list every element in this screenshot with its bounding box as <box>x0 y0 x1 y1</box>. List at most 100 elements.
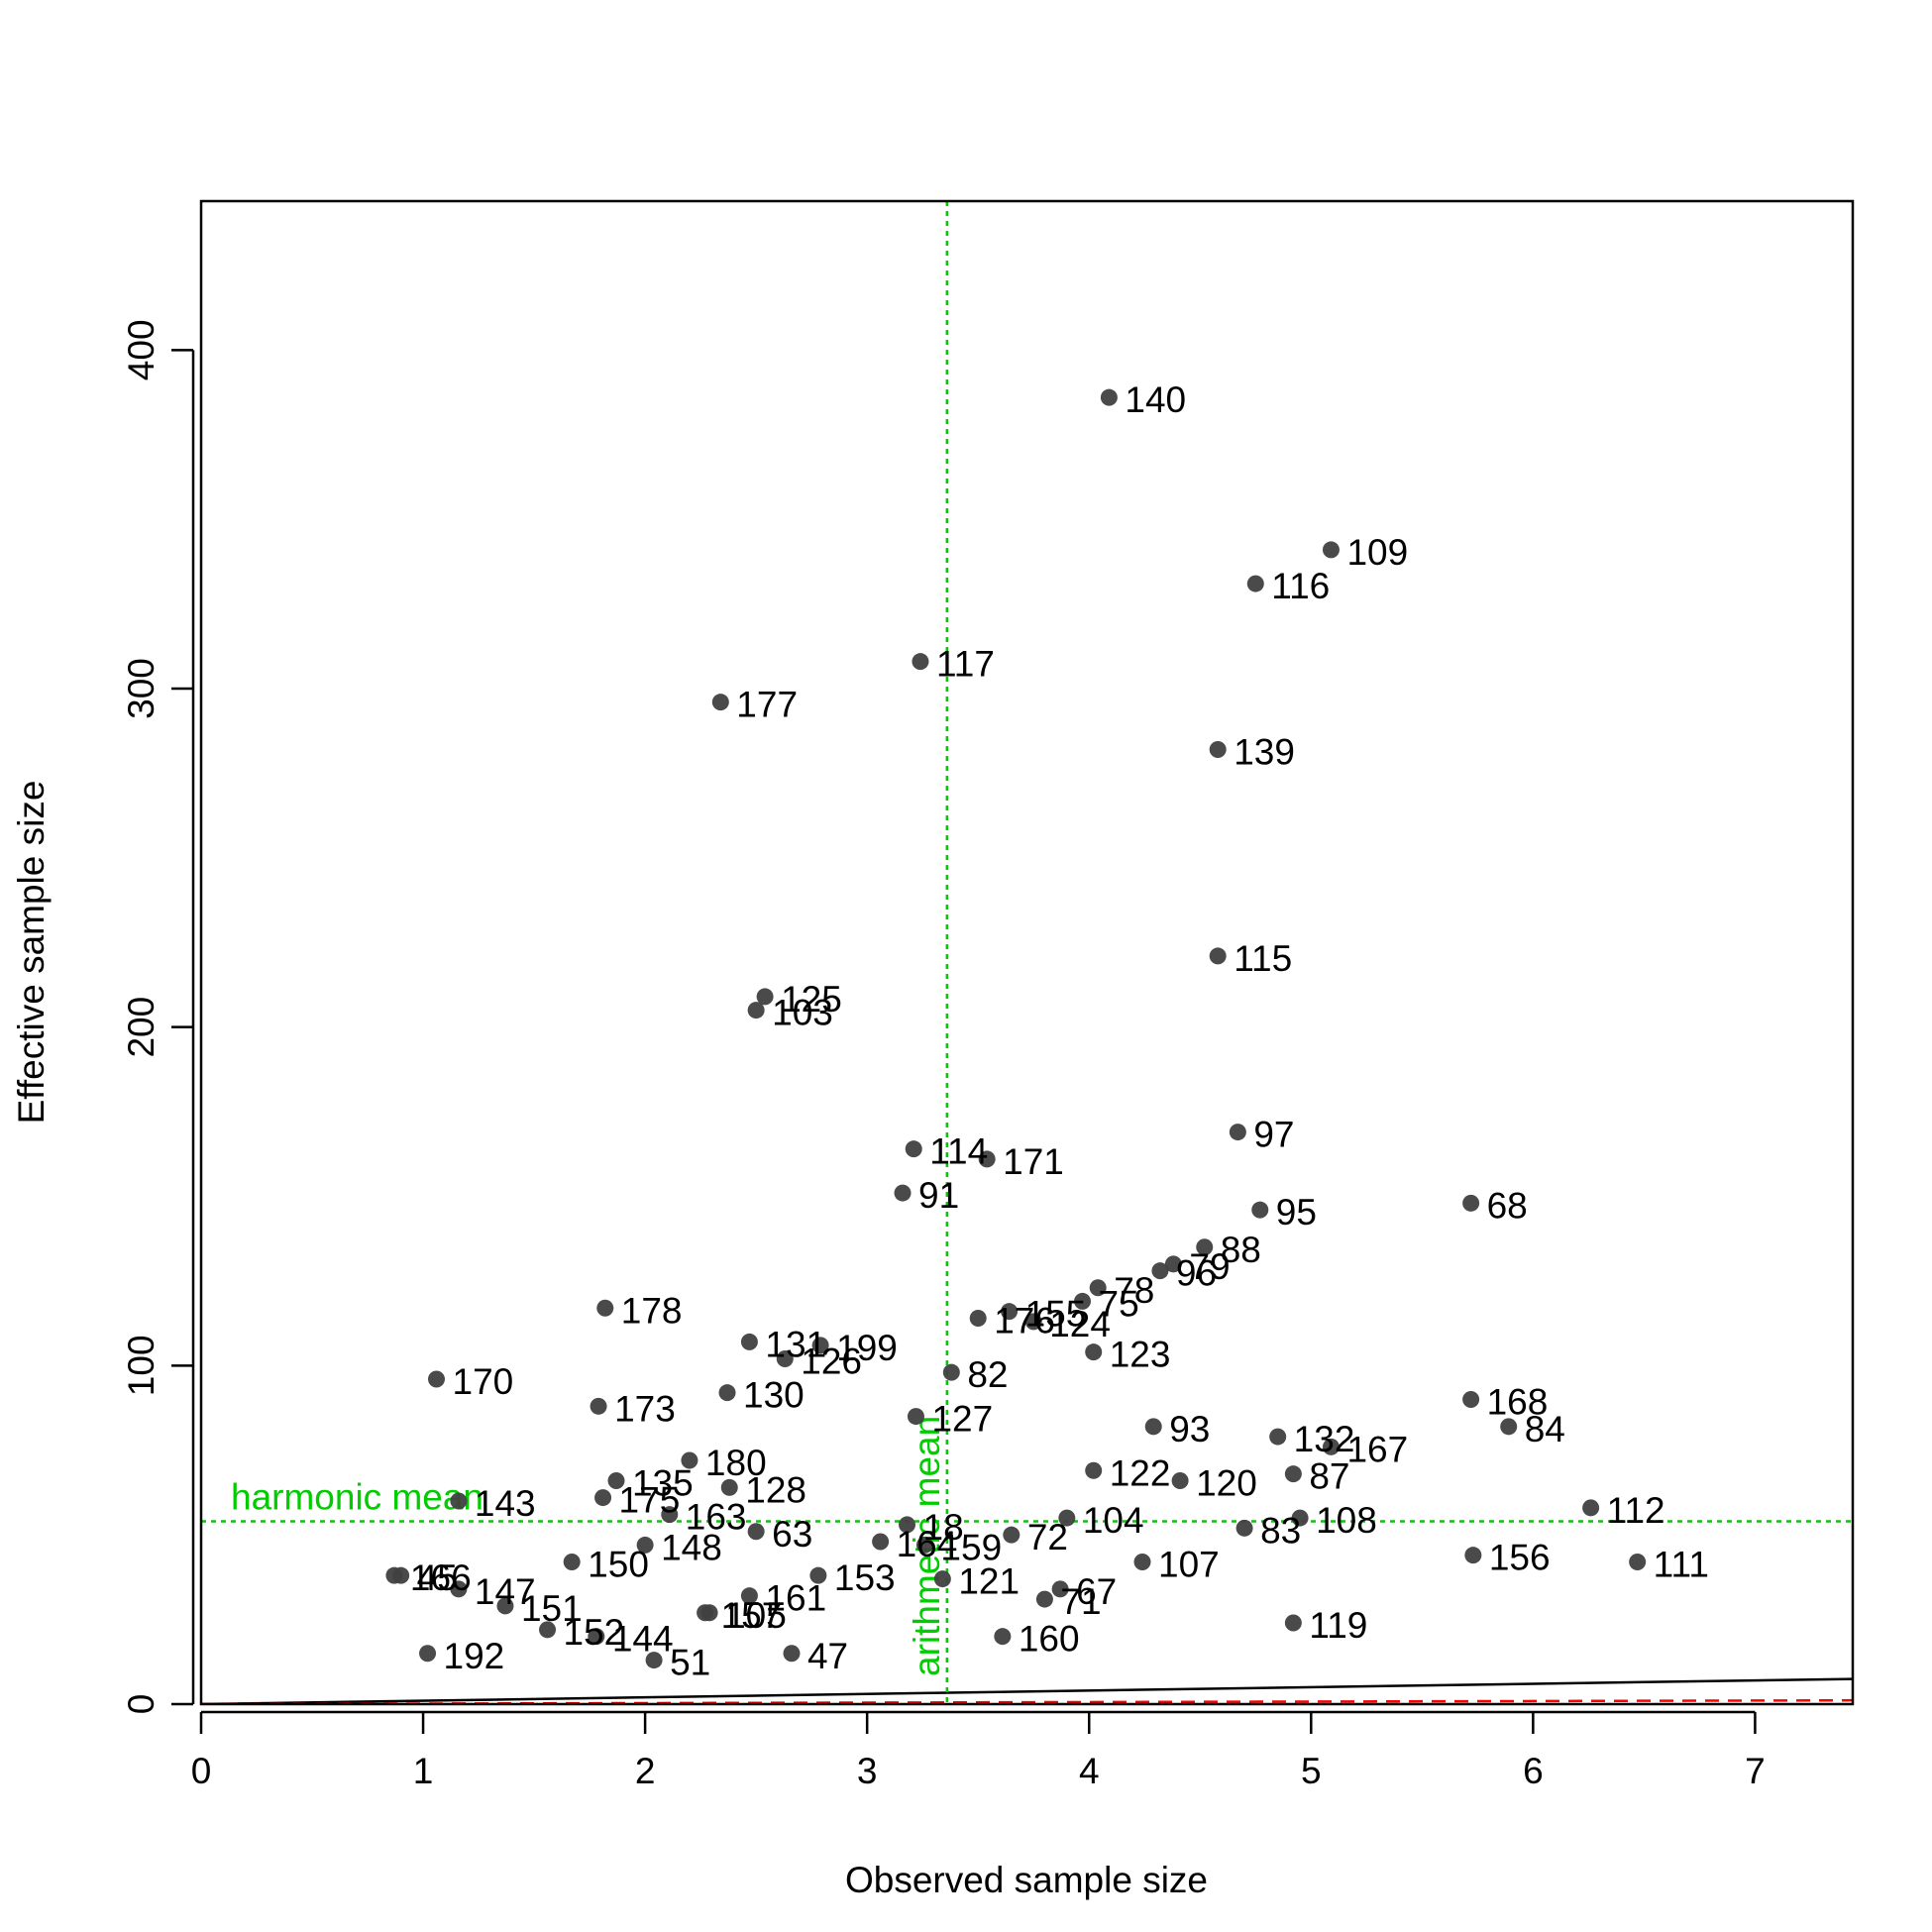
point-label-131: 131 <box>765 1324 826 1364</box>
data-point-125 <box>756 988 774 1006</box>
point-label-151: 151 <box>521 1588 583 1629</box>
data-point-45 <box>392 1566 410 1584</box>
data-point-115 <box>1209 947 1227 965</box>
point-label-103: 103 <box>772 993 833 1033</box>
data-point-122 <box>1085 1461 1103 1479</box>
trend-lines <box>201 1677 1853 1704</box>
point-label-121: 121 <box>958 1561 1020 1602</box>
data-point-128 <box>720 1478 738 1496</box>
point-label-18: 18 <box>923 1507 964 1548</box>
y-tick-label-200: 200 <box>121 997 161 1058</box>
data-point-161 <box>740 1587 758 1605</box>
point-label-130: 130 <box>743 1375 805 1416</box>
point-label-161: 161 <box>765 1578 826 1619</box>
data-point-78 <box>1089 1279 1107 1297</box>
point-label-125: 125 <box>781 979 842 1020</box>
data-point-132 <box>1269 1428 1287 1446</box>
point-label-104: 104 <box>1083 1500 1144 1541</box>
point-label-153: 153 <box>834 1557 896 1598</box>
data-point-63 <box>747 1523 765 1541</box>
x-tick-label-5: 5 <box>1301 1751 1322 1791</box>
point-label-171: 171 <box>1003 1141 1064 1182</box>
data-point-151 <box>496 1597 514 1615</box>
point-label-63: 63 <box>772 1514 812 1555</box>
point-label-152: 152 <box>564 1612 625 1653</box>
data-point-170 <box>428 1370 446 1388</box>
point-label-164: 164 <box>897 1524 958 1564</box>
point-label-88: 88 <box>1221 1230 1261 1270</box>
data-point-116 <box>1246 575 1264 592</box>
data-point-111 <box>1629 1554 1647 1570</box>
x-tick-label-2: 2 <box>635 1751 656 1791</box>
point-label-116: 116 <box>1271 566 1330 606</box>
point-label-93: 93 <box>1169 1409 1210 1449</box>
point-label-95: 95 <box>1276 1192 1317 1233</box>
point-label-176: 176 <box>994 1301 1055 1342</box>
point-label-117: 117 <box>936 644 995 685</box>
point-label-173: 173 <box>614 1388 676 1429</box>
data-point-124 <box>1024 1313 1042 1331</box>
point-label-71: 71 <box>1060 1581 1101 1622</box>
point-label-168: 168 <box>1487 1382 1549 1423</box>
data-point-108 <box>1291 1509 1309 1527</box>
data-point-156 <box>1464 1547 1482 1564</box>
data-point-159 <box>915 1536 933 1554</box>
point-label-163: 163 <box>686 1497 747 1538</box>
point-label-128: 128 <box>745 1469 806 1510</box>
point-label-135: 135 <box>632 1463 694 1504</box>
point-label-127: 127 <box>931 1399 993 1440</box>
data-point-123 <box>1085 1343 1103 1361</box>
point-label-87: 87 <box>1309 1456 1349 1497</box>
reference-label-horizontal: harmonic mean <box>231 1477 483 1518</box>
point-label-68: 68 <box>1487 1185 1528 1226</box>
data-point-47 <box>783 1645 801 1663</box>
point-label-122: 122 <box>1110 1452 1171 1493</box>
data-point-126 <box>776 1350 794 1367</box>
point-label-157: 157 <box>721 1595 783 1636</box>
data-point-18 <box>899 1516 916 1534</box>
data-point-71 <box>1035 1590 1053 1608</box>
point-label-84: 84 <box>1525 1409 1565 1449</box>
point-label-156: 156 <box>1489 1538 1551 1578</box>
data-point-72 <box>1003 1526 1020 1544</box>
point-label-97: 97 <box>1253 1115 1294 1155</box>
data-point-160 <box>994 1628 1012 1646</box>
x-tick-label-1: 1 <box>413 1751 434 1791</box>
data-point-143 <box>450 1492 468 1510</box>
data-point-163 <box>661 1506 679 1524</box>
point-label-78: 78 <box>1114 1270 1154 1311</box>
point-label-109: 109 <box>1346 532 1408 573</box>
data-point-75 <box>1074 1292 1092 1310</box>
point-label-175: 175 <box>619 1480 681 1521</box>
point-label-180: 180 <box>705 1443 767 1483</box>
data-point-148 <box>636 1536 654 1554</box>
data-point-152 <box>539 1621 557 1639</box>
data-point-103 <box>747 1002 765 1020</box>
data-point-177 <box>711 694 729 711</box>
data-point-178 <box>596 1299 614 1317</box>
data-point-130 <box>718 1384 736 1402</box>
data-point-67 <box>1051 1580 1069 1598</box>
data-point-97 <box>1229 1124 1246 1141</box>
point-label-139: 139 <box>1234 732 1295 773</box>
point-label-159: 159 <box>940 1527 1002 1567</box>
point-label-107: 107 <box>1158 1545 1220 1585</box>
point-label-177: 177 <box>736 685 798 725</box>
data-point-173 <box>590 1397 607 1415</box>
point-label-47: 47 <box>807 1636 848 1676</box>
point-label-83: 83 <box>1260 1510 1301 1551</box>
y-axis-title: Effective sample size <box>11 781 52 1125</box>
data-point-93 <box>1144 1418 1162 1436</box>
data-point-114 <box>905 1140 922 1158</box>
x-tick-label-0: 0 <box>191 1751 212 1791</box>
point-label-112: 112 <box>1607 1490 1665 1531</box>
x-axis: 0 1 2 3 4 5 6 7 <box>191 1710 1766 1791</box>
point-label-124: 124 <box>1049 1304 1111 1344</box>
data-point-131 <box>740 1333 758 1350</box>
data-point-96 <box>1151 1262 1169 1280</box>
point-label-111: 111 <box>1654 1545 1709 1585</box>
y-tick-label-300: 300 <box>121 658 161 719</box>
x-tick-label-3: 3 <box>857 1751 878 1791</box>
